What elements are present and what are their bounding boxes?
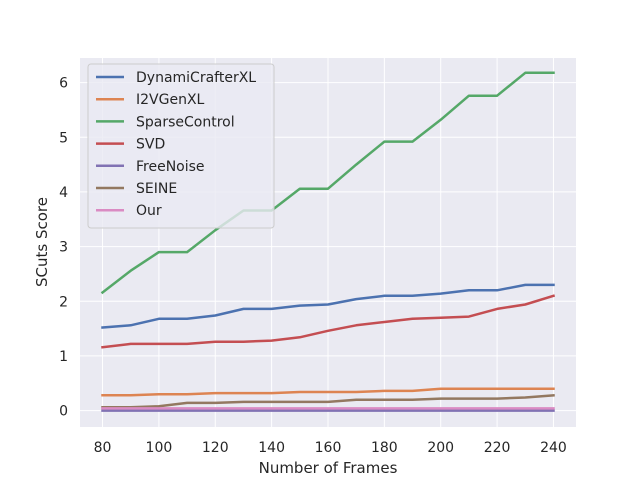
series-line-svd — [101, 294, 556, 349]
y-tick-label: 2 — [59, 294, 68, 310]
x-tick-label: 160 — [315, 440, 342, 456]
y-tick-label: 6 — [59, 76, 68, 92]
legend-label-svd: SVD — [136, 137, 165, 153]
y-tick-label: 0 — [59, 404, 68, 420]
legend-box — [87, 63, 275, 229]
y-tick-label: 1 — [59, 349, 68, 365]
legend-label-i2vgenxl: I2VGenXL — [136, 92, 205, 108]
series-line-sparsecontrol — [100, 71, 555, 295]
y-tick-label: 5 — [59, 130, 68, 146]
y-axis-label: SCuts Score — [33, 197, 51, 287]
legend-label-freenoise: FreeNoise — [136, 159, 205, 175]
series-line-dynamicrafterxl — [101, 283, 555, 329]
legend-label-our: Our — [136, 203, 162, 219]
x-tick-label: 100 — [146, 440, 173, 456]
series-lines — [100, 71, 556, 412]
series-line-i2vgenxl — [101, 387, 555, 397]
x-tick-label: 120 — [202, 440, 229, 456]
x-tick-label: 200 — [427, 440, 454, 456]
x-tick-label: 220 — [484, 440, 511, 456]
x-tick-label: 240 — [540, 440, 567, 456]
x-tick-labels: 80 100 120 140 160 180 200 220 240 — [94, 440, 567, 456]
x-tick-label: 80 — [94, 440, 112, 456]
legend-label-dynamicrafterxl: DynamiCrafterXL — [136, 70, 256, 86]
series-line-seine — [101, 393, 555, 409]
legend: DynamiCrafterXL I2VGenXL SparseControl SVD F… — [87, 63, 275, 229]
x-tick-label: 180 — [371, 440, 398, 456]
legend-label-sparsecontrol: SparseControl — [136, 114, 235, 130]
y-tick-label: 4 — [59, 185, 68, 201]
x-tick-label: 140 — [258, 440, 285, 456]
y-tick-labels: 0 1 2 3 4 5 6 — [59, 76, 68, 420]
x-axis-label: Number of Frames — [259, 459, 398, 477]
y-tick-label: 3 — [59, 240, 68, 256]
legend-label-seine: SEINE — [136, 181, 177, 197]
